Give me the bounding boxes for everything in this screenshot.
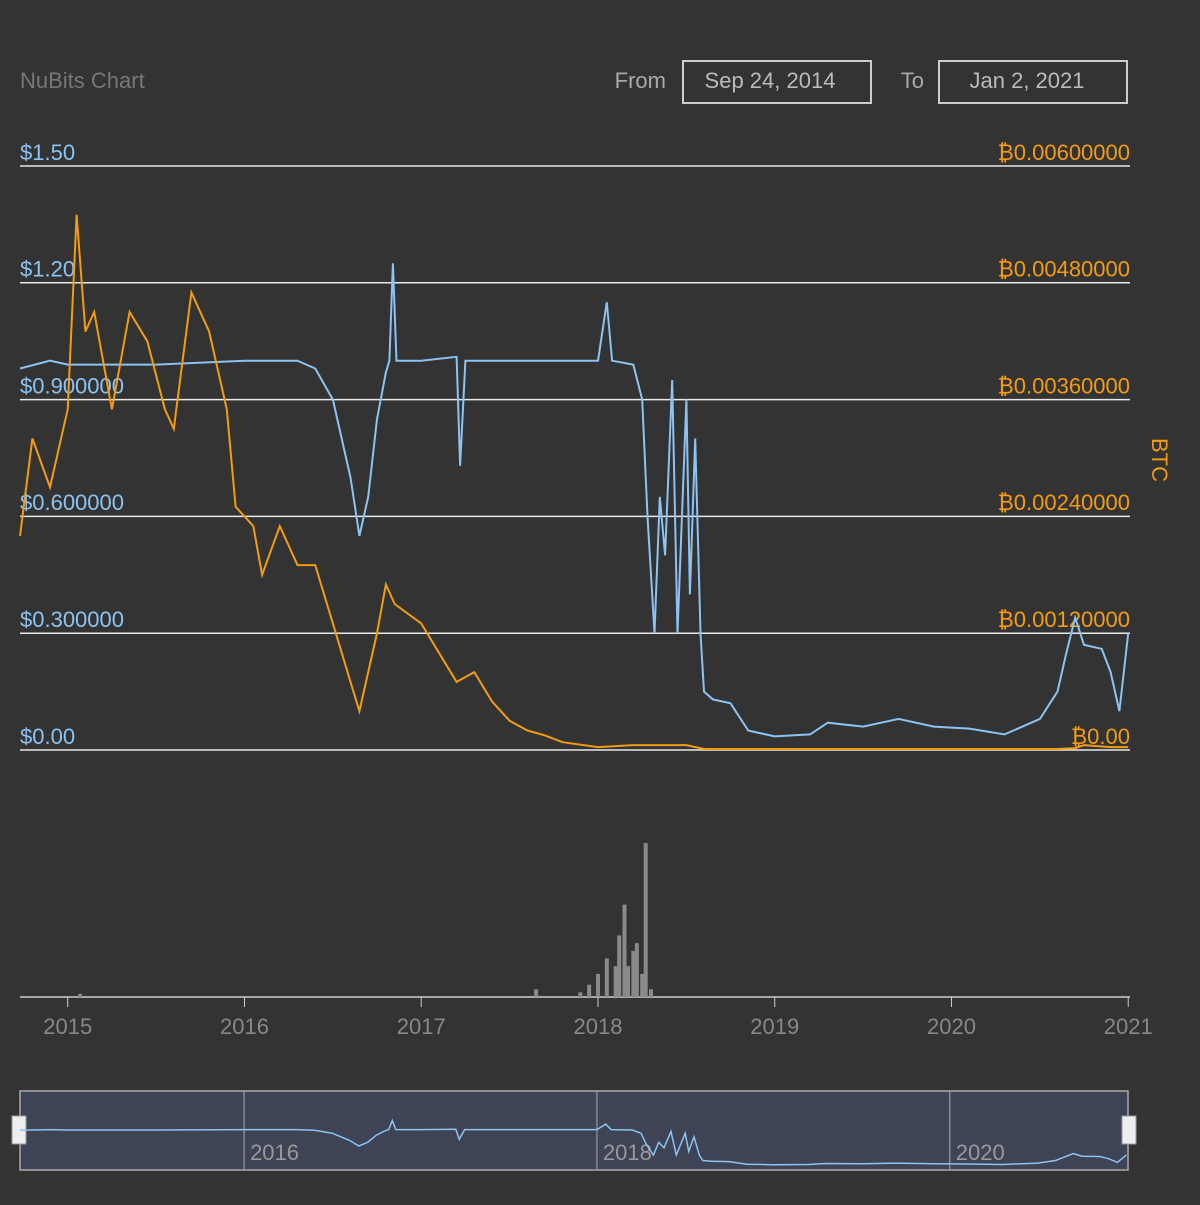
x-tick-label: 2018 [574,1014,623,1039]
volume-bar [622,904,627,997]
chart-title: NuBits Chart [20,68,145,93]
volume-bar [640,973,645,997]
volume-bar [631,950,636,997]
x-tick-label: 2017 [397,1014,446,1039]
navigator-line [19,1118,1127,1166]
y-tick-label: $0.00 [20,724,75,749]
volume-bar [634,943,639,997]
x-tick-label: 2016 [220,1014,269,1039]
volume-bar [649,989,654,997]
x-tick-label: 2020 [927,1014,976,1039]
y-tick-label: $0.600000 [20,490,124,515]
series-line [19,263,1130,738]
volume-bar [613,966,618,997]
to-date[interactable]: Jan 2, 2021 [970,68,1085,93]
navigator-tick-label: 2016 [250,1140,299,1165]
to-label: To [901,68,924,93]
y2-tick-label: ₿0.00120000 [997,607,1130,632]
volume-bar [78,993,83,997]
y2-tick-label: ₿0.00360000 [997,373,1130,398]
y2-tick-label: ₿0.00240000 [997,490,1130,515]
volume-bar [578,992,583,997]
series-line [19,214,1129,750]
navigator-tick-label: 2020 [956,1140,1005,1165]
volume-bar [595,973,600,997]
x-tick-label: 2019 [750,1014,799,1039]
y2-tick-label: ₿0.00 [1071,724,1130,749]
navigator-tick-label: 2018 [603,1140,652,1165]
y2-tick-label: ₿0.00480000 [997,257,1130,282]
volume-bar [626,966,631,997]
volume-bar [587,984,592,997]
y2-axis-label: BTC [1147,438,1172,482]
y2-tick-label: ₿0.00600000 [997,140,1130,165]
from-input[interactable] [682,60,872,104]
x-tick-label: 2021 [1104,1014,1153,1039]
y-tick-label: $1.50 [20,140,75,165]
x-tick-label: 2015 [43,1014,92,1039]
from-label: From [615,68,666,93]
to-input[interactable] [938,60,1128,104]
y-tick-label: $1.20 [20,257,75,282]
volume-bar [604,958,609,997]
volume-bar [617,935,622,997]
volume-bar [534,989,539,997]
from-date[interactable]: Sep 24, 2014 [705,68,836,93]
volume-bar [643,843,648,997]
y-tick-label: $0.300000 [20,607,124,632]
navigator-handle[interactable] [1121,1115,1137,1145]
